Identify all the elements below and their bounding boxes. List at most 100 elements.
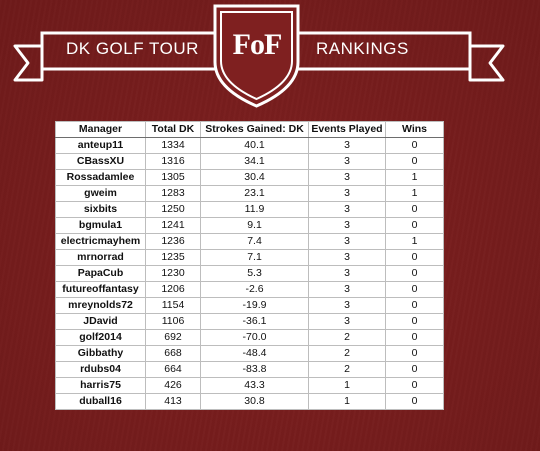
total-dk-cell: 1230 bbox=[145, 265, 201, 282]
total-dk-cell: 413 bbox=[145, 393, 201, 410]
manager-cell: duball16 bbox=[55, 393, 146, 410]
strokes-gained-cell: 40.1 bbox=[200, 137, 309, 154]
wins-cell: 0 bbox=[385, 249, 444, 266]
wins-cell: 1 bbox=[385, 169, 444, 186]
manager-cell: PapaCub bbox=[55, 265, 146, 282]
wins-cell: 0 bbox=[385, 201, 444, 218]
manager-cell: bgmula1 bbox=[55, 217, 146, 234]
manager-cell: anteup11 bbox=[55, 137, 146, 154]
shield-inner bbox=[220, 11, 293, 101]
table-row: Gibbathy 668 -48.4 2 0 bbox=[55, 345, 444, 362]
wins-cell: 0 bbox=[385, 361, 444, 378]
wins-cell: 0 bbox=[385, 265, 444, 282]
total-dk-cell: 426 bbox=[145, 377, 201, 394]
wins-cell: 0 bbox=[385, 377, 444, 394]
table-row: PapaCub 1230 5.3 3 0 bbox=[55, 265, 444, 282]
total-dk-cell: 1235 bbox=[145, 249, 201, 266]
events-played-cell: 2 bbox=[308, 329, 386, 346]
total-dk-cell: 664 bbox=[145, 361, 201, 378]
wins-cell: 0 bbox=[385, 313, 444, 330]
manager-cell: gweim bbox=[55, 185, 146, 202]
column-header-wins: Wins bbox=[385, 121, 444, 138]
column-header-strokes-gained: Strokes Gained: DK bbox=[200, 121, 309, 138]
table-row: mrnorrad 1235 7.1 3 0 bbox=[55, 249, 444, 266]
logo-text: FoF bbox=[232, 28, 283, 61]
wins-cell: 0 bbox=[385, 153, 444, 170]
events-played-cell: 3 bbox=[308, 233, 386, 250]
events-played-cell: 2 bbox=[308, 345, 386, 362]
strokes-gained-cell: -36.1 bbox=[200, 313, 309, 330]
table-row: JDavid 1106 -36.1 3 0 bbox=[55, 313, 444, 330]
events-played-cell: 3 bbox=[308, 265, 386, 282]
total-dk-cell: 668 bbox=[145, 345, 201, 362]
wins-cell: 0 bbox=[385, 393, 444, 410]
total-dk-cell: 1236 bbox=[145, 233, 201, 250]
rankings-table-container: Manager Total DK Strokes Gained: DK Even… bbox=[55, 121, 444, 410]
events-played-cell: 3 bbox=[308, 137, 386, 154]
table-row: electricmayhem 1236 7.4 3 1 bbox=[55, 233, 444, 250]
events-played-cell: 3 bbox=[308, 201, 386, 218]
wins-cell: 1 bbox=[385, 185, 444, 202]
table-row: duball16 413 30.8 1 0 bbox=[55, 393, 444, 410]
column-header-manager: Manager bbox=[55, 121, 146, 138]
title-left: DK GOLF TOUR bbox=[66, 39, 199, 58]
table-row: gweim 1283 23.1 3 1 bbox=[55, 185, 444, 202]
events-played-cell: 2 bbox=[308, 361, 386, 378]
events-played-cell: 1 bbox=[308, 377, 386, 394]
shield-icon bbox=[213, 4, 300, 108]
events-played-cell: 1 bbox=[308, 393, 386, 410]
strokes-gained-cell: -19.9 bbox=[200, 297, 309, 314]
strokes-gained-cell: 11.9 bbox=[200, 201, 309, 218]
strokes-gained-cell: 30.8 bbox=[200, 393, 309, 410]
manager-cell: mreynolds72 bbox=[55, 297, 146, 314]
manager-cell: mrnorrad bbox=[55, 249, 146, 266]
strokes-gained-cell: 34.1 bbox=[200, 153, 309, 170]
strokes-gained-cell: 30.4 bbox=[200, 169, 309, 186]
wins-cell: 1 bbox=[385, 233, 444, 250]
table-header-row: Manager Total DK Strokes Gained: DK Even… bbox=[55, 121, 444, 138]
manager-cell: futureoffantasy bbox=[55, 281, 146, 298]
strokes-gained-cell: 5.3 bbox=[200, 265, 309, 282]
manager-cell: sixbits bbox=[55, 201, 146, 218]
wins-cell: 0 bbox=[385, 345, 444, 362]
table-row: golf2014 692 -70.0 2 0 bbox=[55, 329, 444, 346]
total-dk-cell: 1154 bbox=[145, 297, 201, 314]
manager-cell: Gibbathy bbox=[55, 345, 146, 362]
left-ribbon-tail bbox=[13, 44, 44, 82]
table-row: mreynolds72 1154 -19.9 3 0 bbox=[55, 297, 444, 314]
strokes-gained-cell: -83.8 bbox=[200, 361, 309, 378]
strokes-gained-cell: 43.3 bbox=[200, 377, 309, 394]
table-row: sixbits 1250 11.9 3 0 bbox=[55, 201, 444, 218]
table-row: rdubs04 664 -83.8 2 0 bbox=[55, 361, 444, 378]
strokes-gained-cell: -48.4 bbox=[200, 345, 309, 362]
wins-cell: 0 bbox=[385, 137, 444, 154]
rankings-table: Manager Total DK Strokes Gained: DK Even… bbox=[55, 121, 444, 410]
total-dk-cell: 1283 bbox=[145, 185, 201, 202]
manager-cell: rdubs04 bbox=[55, 361, 146, 378]
events-played-cell: 3 bbox=[308, 185, 386, 202]
manager-cell: CBassXU bbox=[55, 153, 146, 170]
table-row: bgmula1 1241 9.1 3 0 bbox=[55, 217, 444, 234]
total-dk-cell: 1206 bbox=[145, 281, 201, 298]
title-banner bbox=[13, 4, 505, 108]
wins-cell: 0 bbox=[385, 217, 444, 234]
events-played-cell: 3 bbox=[308, 169, 386, 186]
total-dk-cell: 1241 bbox=[145, 217, 201, 234]
strokes-gained-cell: -70.0 bbox=[200, 329, 309, 346]
table-row: harris75 426 43.3 1 0 bbox=[55, 377, 444, 394]
total-dk-cell: 692 bbox=[145, 329, 201, 346]
right-ribbon-tail bbox=[468, 44, 505, 82]
table-row: anteup11 1334 40.1 3 0 bbox=[55, 137, 444, 154]
wins-cell: 0 bbox=[385, 329, 444, 346]
total-dk-cell: 1305 bbox=[145, 169, 201, 186]
events-played-cell: 3 bbox=[308, 217, 386, 234]
total-dk-cell: 1316 bbox=[145, 153, 201, 170]
table-row: CBassXU 1316 34.1 3 0 bbox=[55, 153, 444, 170]
wins-cell: 0 bbox=[385, 281, 444, 298]
title-right: RANKINGS bbox=[316, 39, 409, 58]
table-row: Rossadamlee 1305 30.4 3 1 bbox=[55, 169, 444, 186]
strokes-gained-cell: -2.6 bbox=[200, 281, 309, 298]
manager-cell: golf2014 bbox=[55, 329, 146, 346]
events-played-cell: 3 bbox=[308, 281, 386, 298]
total-dk-cell: 1334 bbox=[145, 137, 201, 154]
